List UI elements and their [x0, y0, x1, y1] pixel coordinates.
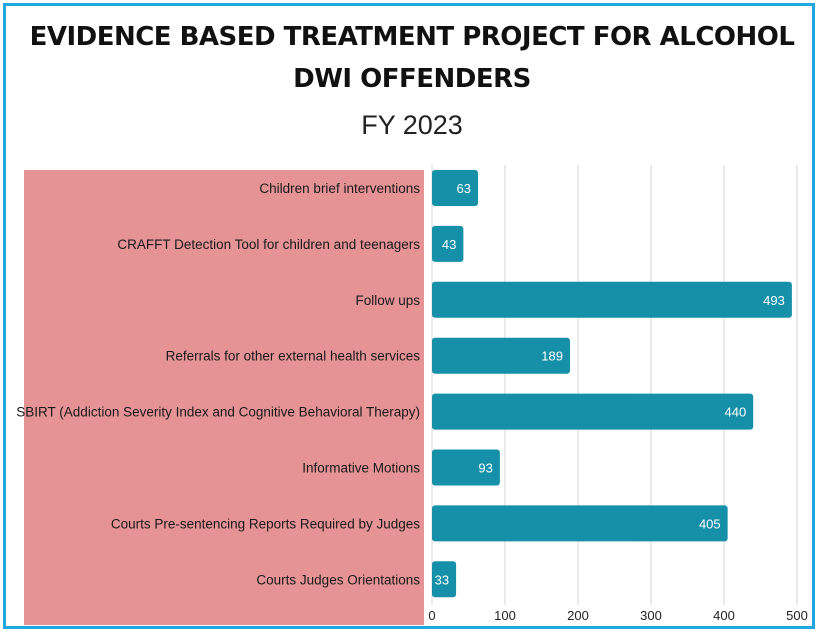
data-label: 43: [442, 237, 456, 252]
data-label: 493: [763, 293, 785, 308]
x-tick-label: 300: [640, 608, 662, 623]
category-label: Courts Judges Orientations: [256, 572, 420, 587]
bar: [432, 337, 570, 374]
bar: [432, 225, 464, 262]
category-label: Follow ups: [355, 293, 420, 308]
data-label: 33: [435, 572, 449, 587]
x-tick-label: 500: [786, 608, 808, 623]
data-label: 63: [457, 181, 471, 196]
category-label: Children brief interventions: [259, 181, 420, 196]
category-label-panel: [24, 170, 424, 625]
bar: [432, 170, 478, 206]
category-label: Referrals for other external health serv…: [166, 349, 421, 364]
data-label: 189: [541, 349, 563, 364]
category-label: Informative Motions: [302, 461, 420, 476]
data-label: 93: [478, 461, 492, 476]
x-tick-label: 400: [713, 608, 735, 623]
bar: [432, 449, 500, 486]
bar: [432, 561, 457, 598]
x-tick-label: 100: [494, 608, 516, 623]
category-label: CRAFFT Detection Tool for children and t…: [117, 237, 420, 252]
data-label: 405: [699, 516, 721, 531]
bar: [432, 505, 728, 542]
category-label: Courts Pre-sentencing Reports Required b…: [111, 516, 420, 531]
bar: [432, 281, 792, 318]
data-label: 440: [724, 405, 746, 420]
bar: [432, 393, 754, 430]
chart-title-line-1: EVIDENCE BASED TREATMENT PROJECT FOR ALC…: [29, 22, 795, 52]
x-tick-label: 200: [567, 608, 589, 623]
x-tick-label: 0: [428, 608, 435, 623]
chart-title-line-2: DWI OFFENDERS: [293, 64, 531, 94]
chart-subtitle: FY 2023: [361, 110, 463, 140]
category-label: SBIRT (Addiction Severity Index and Cogn…: [16, 405, 420, 420]
